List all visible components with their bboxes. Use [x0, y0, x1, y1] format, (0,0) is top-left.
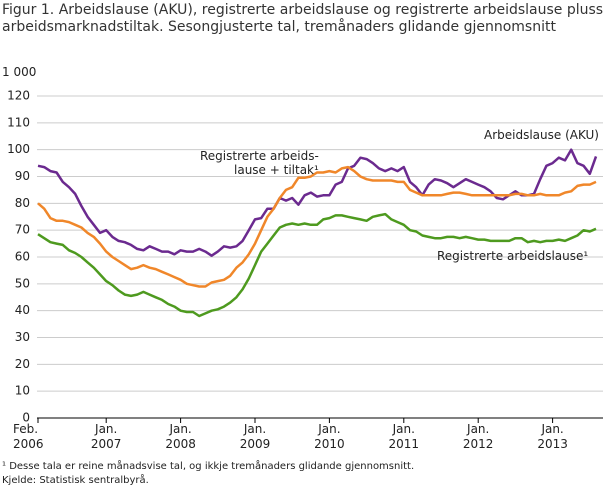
- y-tick-label: 10: [15, 384, 30, 398]
- series-line: [37, 148, 598, 257]
- x-tick-label: Jan. 2008: [165, 422, 196, 451]
- y-tick-label: 120: [7, 89, 30, 103]
- y-tick-label: 60: [15, 250, 30, 264]
- y-tick-label: 90: [15, 169, 30, 183]
- y-tick-label: 110: [7, 115, 30, 129]
- x-tick-label: Feb. 2006: [13, 422, 44, 451]
- y-tick-label: 50: [15, 276, 30, 290]
- y-tick-label: 20: [15, 357, 30, 371]
- y-tick-label: 70: [15, 223, 30, 237]
- series-line: [37, 165, 597, 288]
- y-tick-label: 0: [22, 411, 30, 425]
- x-tick-label: Jan. 2012: [462, 422, 494, 451]
- y-axis-label: 1 000: [2, 65, 37, 79]
- y-tick-label: 30: [15, 330, 30, 344]
- footnote: ¹ Desse tala er reine månadsvise tal, og…: [2, 461, 415, 472]
- x-tick-label: Jan. 2009: [239, 422, 271, 451]
- series-label: Registrerte arbeidslause¹: [437, 249, 589, 263]
- series-line: [37, 212, 597, 318]
- footnote: Kjelde: Statistisk sentralbyrå.: [2, 475, 149, 486]
- series-label: Arbeidslause (AKU): [484, 128, 599, 142]
- x-tick-label: Jan. 2011: [388, 422, 420, 451]
- y-tick-label: 80: [15, 196, 30, 210]
- y-tick-label: 40: [15, 303, 30, 317]
- x-tick-label: Jan. 2010: [314, 422, 345, 451]
- chart-title: Figur 1. Arbeidslause (AKU), registrerte…: [2, 2, 604, 35]
- y-tick-label: 100: [7, 142, 30, 156]
- x-tick-label: Jan. 2013: [537, 422, 568, 451]
- series-label: Registrerte arbeids- lause + tiltak¹: [200, 149, 319, 177]
- x-tick-label: Jan. 2007: [90, 422, 122, 451]
